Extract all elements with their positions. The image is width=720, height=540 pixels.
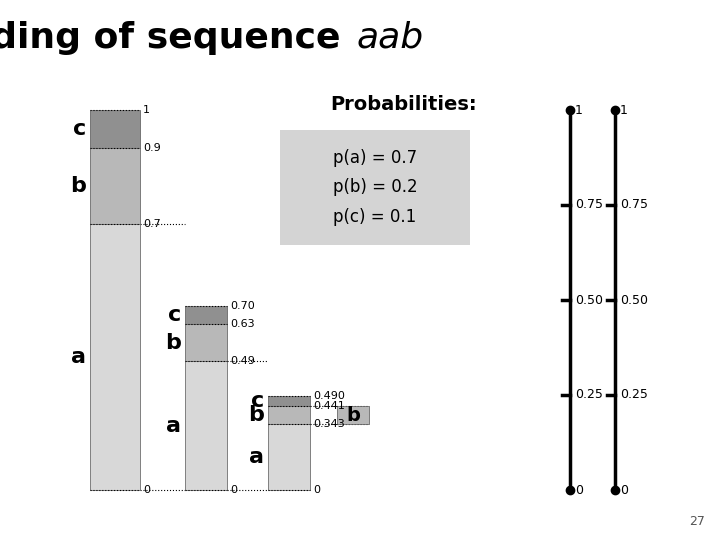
Text: 0: 0 <box>230 485 237 495</box>
Bar <box>90 224 140 490</box>
Text: 1: 1 <box>575 104 583 117</box>
Text: 0.70: 0.70 <box>230 301 255 311</box>
Bar <box>185 325 227 361</box>
Bar <box>337 406 369 424</box>
Text: 0.75: 0.75 <box>620 199 648 212</box>
Text: a: a <box>71 347 86 367</box>
Text: b: b <box>165 333 181 353</box>
Text: 0: 0 <box>143 485 150 495</box>
Text: 0: 0 <box>313 485 320 495</box>
Text: c: c <box>168 305 181 325</box>
Bar <box>90 148 140 224</box>
Text: 0.9: 0.9 <box>143 143 161 153</box>
Text: 0.50: 0.50 <box>575 294 603 307</box>
Text: 0.49: 0.49 <box>230 356 255 366</box>
Text: Coding of sequence: Coding of sequence <box>0 21 353 55</box>
Text: 1: 1 <box>620 104 628 117</box>
Text: a: a <box>249 447 264 467</box>
Text: 0.25: 0.25 <box>620 388 648 402</box>
Text: c: c <box>251 391 264 411</box>
Text: p(a) = 0.7
p(b) = 0.2
p(c) = 0.1: p(a) = 0.7 p(b) = 0.2 p(c) = 0.1 <box>333 149 418 226</box>
Text: Probabilities:: Probabilities: <box>330 96 477 114</box>
Text: 0.63: 0.63 <box>230 319 255 329</box>
Text: 0: 0 <box>575 483 583 496</box>
Text: 0.50: 0.50 <box>620 294 648 307</box>
Text: b: b <box>248 405 264 425</box>
Bar <box>280 130 470 245</box>
Text: 0.75: 0.75 <box>575 199 603 212</box>
Text: c: c <box>73 119 86 139</box>
Text: aab: aab <box>356 21 423 55</box>
Text: 0.490: 0.490 <box>313 392 345 401</box>
Bar <box>268 396 310 406</box>
Bar <box>185 306 227 325</box>
Text: 27: 27 <box>689 515 705 528</box>
Text: 0.441: 0.441 <box>313 401 345 411</box>
Text: a: a <box>166 416 181 436</box>
Bar <box>90 110 140 148</box>
Text: 0.25: 0.25 <box>575 388 603 402</box>
Bar <box>185 361 227 490</box>
Text: 0.343: 0.343 <box>313 420 345 429</box>
Text: 1: 1 <box>143 105 150 115</box>
Text: 0.7: 0.7 <box>143 219 161 229</box>
Text: b: b <box>70 176 86 196</box>
Bar <box>268 406 310 424</box>
Text: b: b <box>346 406 360 424</box>
Bar <box>268 424 310 490</box>
Text: 0: 0 <box>620 483 628 496</box>
